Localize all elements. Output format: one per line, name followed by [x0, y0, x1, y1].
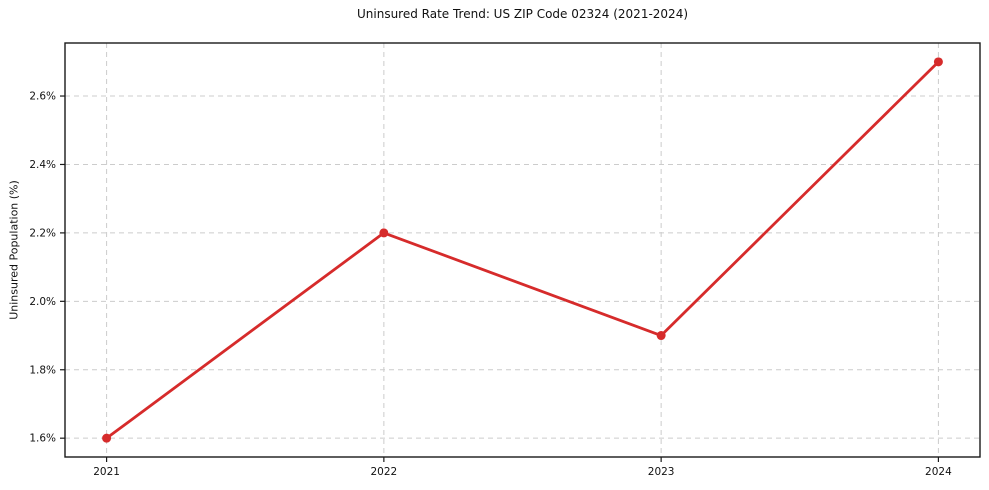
plot-frame	[64, 42, 981, 458]
data-point	[102, 433, 112, 443]
x-tick-label: 2021	[93, 466, 120, 478]
data-point	[656, 331, 666, 341]
x-tick-label: 2023	[648, 466, 675, 478]
y-tick-label: 1.8%	[29, 364, 56, 376]
trend-line	[105, 60, 940, 440]
x-tick-label: 2024	[925, 466, 952, 478]
data-point	[379, 228, 389, 238]
y-tick-label: 2.6%	[29, 91, 56, 103]
y-tick-label: 2.0%	[29, 296, 56, 308]
chart-title: Uninsured Rate Trend: US ZIP Code 02324 …	[356, 7, 689, 21]
x-tick-label: 2022	[370, 466, 397, 478]
data-point	[933, 57, 943, 67]
y-tick-label: 2.2%	[29, 227, 56, 239]
y-tick-label: 2.4%	[29, 159, 56, 171]
y-tick-label: 1.6%	[29, 433, 56, 445]
